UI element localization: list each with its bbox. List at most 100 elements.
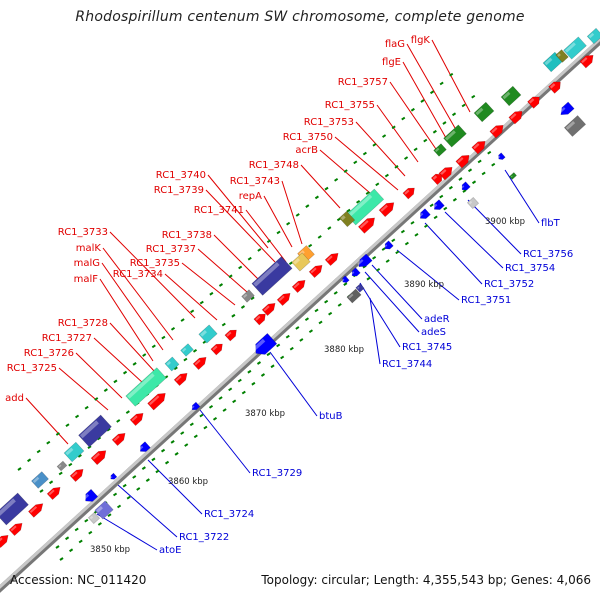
forward-gene — [324, 252, 339, 267]
forward-gene-label: RC1_3726 — [24, 348, 74, 359]
scale-tick — [238, 265, 243, 270]
scale-tick — [59, 557, 64, 561]
scale-tick — [170, 326, 176, 331]
forward-gene-label: RC1_3743 — [230, 176, 280, 187]
scale-tick — [462, 189, 467, 193]
scale-tick — [94, 397, 99, 401]
scale-tick — [314, 195, 319, 200]
scale-tick — [328, 311, 333, 316]
forward-gene-box — [164, 356, 180, 372]
scale-tick — [218, 396, 223, 400]
forward-gene — [579, 55, 594, 69]
scale-tick — [84, 518, 89, 523]
reverse-gene — [351, 267, 361, 277]
forward-gene-box — [500, 85, 522, 107]
reverse-gene-label: RC1_3724 — [204, 509, 254, 520]
forward-gene-box — [78, 414, 112, 448]
scale-tick — [391, 238, 396, 243]
scale-tick — [155, 469, 160, 474]
scale-tick — [173, 366, 178, 371]
forward-gene-label: RC1_3728 — [58, 318, 108, 329]
reverse-gene — [94, 500, 114, 520]
scale-tick — [247, 256, 252, 261]
scale-tick — [145, 478, 150, 482]
scale-tick — [212, 416, 218, 421]
scale-tick — [132, 362, 137, 366]
scale-tick — [376, 268, 381, 272]
forward-gene — [192, 356, 207, 371]
forward-gene-label: flgE — [382, 57, 401, 68]
scale-tick — [481, 171, 486, 176]
scale-tick — [141, 466, 146, 470]
scale-tick — [136, 487, 141, 491]
forward-gene-box — [555, 49, 569, 63]
forward-gene-label: RC1_3740 — [156, 170, 206, 181]
scale-tick — [183, 357, 188, 362]
scale-tick — [413, 147, 418, 152]
scale-tick — [366, 276, 371, 281]
forward-gene — [129, 412, 144, 427]
reverse-gene-label: RC1_3722 — [179, 532, 229, 543]
forward-gene-label: RC1_3748 — [249, 160, 299, 171]
scale-tick — [218, 283, 224, 287]
scale-tick — [353, 160, 358, 165]
forward-gene — [455, 155, 470, 169]
scale-tick — [77, 454, 82, 458]
scale-tick — [151, 457, 156, 462]
reverse-gene — [191, 401, 201, 411]
scale-tick — [247, 369, 252, 374]
forward-gene — [291, 279, 306, 294]
scale-tick — [266, 239, 271, 244]
scale-tick — [228, 274, 233, 279]
forward-gene — [378, 202, 395, 218]
forward-gene-label: RC1_3753 — [304, 117, 354, 128]
scale-tick — [423, 138, 428, 143]
scale-tick — [55, 545, 60, 549]
forward-gene — [173, 372, 188, 387]
reverse-gene — [83, 488, 99, 502]
scale-ticks — [17, 72, 496, 561]
reverse-gene — [559, 101, 575, 115]
reverse-gene — [139, 441, 151, 452]
forward-gene-label: RC1_3755 — [325, 100, 375, 111]
forward-gene — [261, 302, 276, 317]
scale-tick — [343, 169, 348, 173]
scale-tick — [372, 256, 377, 260]
scale-tick — [180, 431, 185, 435]
forward-gene-box — [338, 210, 356, 228]
scale-tick — [203, 425, 208, 430]
reverse-gene — [346, 288, 362, 304]
scale-tick — [333, 291, 338, 295]
scale-tick — [404, 156, 409, 160]
scale-tick — [394, 164, 399, 169]
scale-tick — [336, 217, 341, 222]
forward-gene — [430, 173, 443, 186]
scale-tick — [449, 72, 454, 77]
reverse-gene-label: atoE — [159, 545, 182, 556]
forward-gene-box — [251, 256, 293, 296]
scale-tick — [433, 215, 438, 220]
scale-tick — [125, 410, 130, 414]
scale-tick — [295, 213, 300, 217]
scale-tick — [381, 247, 386, 251]
scale-tick — [170, 440, 175, 444]
scale-tick — [385, 259, 390, 263]
scale-label: 3900 kbp — [485, 217, 525, 227]
forward-gene — [489, 125, 504, 139]
scale-tick — [424, 224, 429, 228]
forward-gene-box — [473, 101, 495, 123]
scale-tick — [343, 282, 348, 286]
forward-gene — [402, 187, 415, 200]
forward-gene-label: RC1_3737 — [146, 244, 196, 255]
reverse-gene-label: RC1_3756 — [523, 249, 573, 260]
reverse-gene-label: btuB — [319, 411, 343, 422]
scale-tick — [174, 452, 179, 456]
scale-tick — [88, 530, 93, 535]
forward-gene-box — [241, 289, 255, 303]
forward-gene — [471, 141, 486, 155]
scale-tick — [327, 226, 332, 230]
reverse-gene-label: RC1_3754 — [505, 263, 555, 274]
forward-gene-label: RC1_3739 — [154, 185, 204, 196]
gene-labels: flgK flaG flgE RC1_3757 RC1_3755 RC1_3753 RC1_… — [5, 35, 573, 556]
